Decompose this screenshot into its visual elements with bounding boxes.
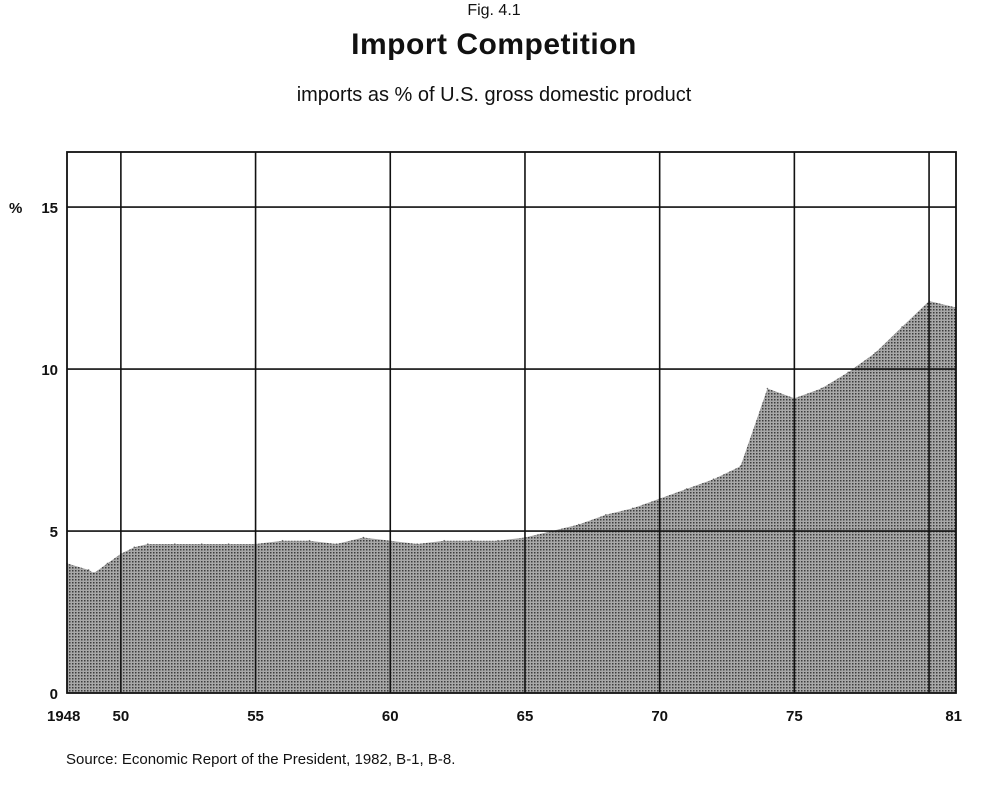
data-point [901, 326, 903, 328]
data-point [578, 523, 580, 526]
data-point [470, 539, 472, 542]
chart-title: Import Competition [351, 28, 637, 61]
y-tick-label: 0 [50, 686, 58, 703]
data-point [443, 539, 446, 542]
imports-area-series [67, 301, 956, 693]
data-point [820, 387, 823, 390]
x-tick-label: 65 [517, 708, 534, 725]
data-point [200, 543, 203, 545]
data-point [631, 507, 634, 510]
data-point [133, 546, 136, 548]
x-tick-label: 60 [382, 708, 399, 725]
data-point [605, 514, 607, 516]
data-point [874, 352, 876, 354]
data-point [416, 543, 419, 545]
y-tick-label: 10 [41, 362, 58, 379]
data-point [335, 543, 338, 545]
chart-subtitle: imports as % of U.S. gross domestic prod… [296, 84, 692, 106]
data-point [739, 465, 742, 468]
data-point [847, 371, 849, 374]
data-point [174, 543, 176, 545]
x-tick-label: 70 [651, 708, 668, 725]
x-tick-label: 75 [786, 708, 803, 725]
y-tick-label: 15 [41, 200, 58, 217]
source-note: Source: Economic Report of the President… [66, 751, 456, 768]
data-point [766, 387, 769, 390]
x-tick-label: 81 [945, 708, 962, 725]
x-tick-label: 50 [113, 708, 130, 725]
y-tick-label: 5 [50, 524, 58, 541]
data-point [227, 543, 230, 545]
data-point [685, 488, 688, 490]
plot-frame [66, 151, 957, 694]
x-tick-label: 55 [247, 708, 264, 725]
data-point [87, 569, 90, 571]
x-tick-label: 1948 [47, 708, 80, 725]
data-point [93, 572, 95, 574]
figure-label: Fig. 4.1 [467, 2, 521, 19]
y-unit-label: % [9, 200, 22, 217]
data-point [106, 562, 109, 565]
data-point [281, 539, 284, 542]
data-point [712, 478, 715, 481]
data-point [147, 543, 149, 545]
data-point [362, 536, 365, 539]
data-point [497, 539, 499, 542]
data-point [308, 539, 311, 542]
